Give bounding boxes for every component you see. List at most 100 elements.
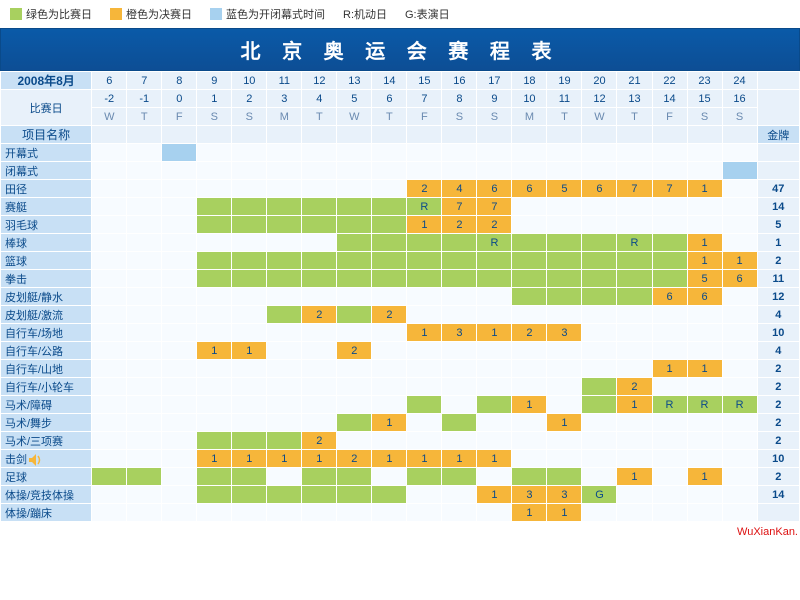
header-rel-9: 7 <box>407 90 442 108</box>
cell-18-11 <box>477 468 512 486</box>
header-date-10: 10 <box>232 72 267 90</box>
cell-13-0 <box>92 378 127 396</box>
cell-12-7 <box>337 360 372 378</box>
cell-11-17 <box>687 342 722 360</box>
cell-0-16 <box>652 144 687 162</box>
row-label-9: 皮划艇/激流 <box>1 306 92 324</box>
cell-20-11 <box>477 504 512 522</box>
header-rel-16: 14 <box>652 90 687 108</box>
cell-20-4 <box>232 504 267 522</box>
cell-17-15 <box>617 450 652 468</box>
cell-11-7: 2 <box>337 342 372 360</box>
cell-6-13 <box>547 252 582 270</box>
cell-14-1 <box>127 396 162 414</box>
cell-17-5: 1 <box>267 450 302 468</box>
cell-20-6 <box>302 504 337 522</box>
cell-3-14 <box>582 198 617 216</box>
cell-5-8 <box>372 234 407 252</box>
row-label-15: 马术/舞步 <box>1 414 92 432</box>
row-label-8: 皮划艇/静水 <box>1 288 92 306</box>
cell-19-13: 3 <box>547 486 582 504</box>
cell-19-7 <box>337 486 372 504</box>
header-rel-2: 0 <box>162 90 197 108</box>
cell-13-11 <box>477 378 512 396</box>
cell-5-4 <box>232 234 267 252</box>
cell-0-13 <box>547 144 582 162</box>
cell-8-14 <box>582 288 617 306</box>
watermark: WuXianKan. <box>737 526 798 538</box>
cell-0-6 <box>302 144 337 162</box>
header-date-12: 12 <box>302 72 337 90</box>
cell-7-15 <box>617 270 652 288</box>
cell-1-4 <box>232 162 267 180</box>
cell-10-2 <box>162 324 197 342</box>
cell-15-17 <box>687 414 722 432</box>
cell-7-0 <box>92 270 127 288</box>
legend: 绿色为比赛日 橙色为决赛日 蓝色为开闭幕式时间 R:机动日 G:表演日 <box>0 0 800 28</box>
cell-7-2 <box>162 270 197 288</box>
cell-11-2 <box>162 342 197 360</box>
cell-19-9 <box>407 486 442 504</box>
header-dow-4: S <box>232 108 267 126</box>
header-dow-12: M <box>512 108 547 126</box>
cell-9-4 <box>232 306 267 324</box>
cell-18-16 <box>652 468 687 486</box>
cell-1-0 <box>92 162 127 180</box>
header-dow-14: W <box>582 108 617 126</box>
medals-0 <box>757 144 799 162</box>
row-label-16: 马术/三项赛 <box>1 432 92 450</box>
cell-15-0 <box>92 414 127 432</box>
cell-3-12 <box>512 198 547 216</box>
cell-2-14: 6 <box>582 180 617 198</box>
cell-14-4 <box>232 396 267 414</box>
cell-10-3 <box>197 324 232 342</box>
cell-11-12 <box>512 342 547 360</box>
cell-11-8 <box>372 342 407 360</box>
cell-2-1 <box>127 180 162 198</box>
cell-20-1 <box>127 504 162 522</box>
cell-7-8 <box>372 270 407 288</box>
cell-2-3 <box>197 180 232 198</box>
cell-10-10: 3 <box>442 324 477 342</box>
cell-9-3 <box>197 306 232 324</box>
cell-9-7 <box>337 306 372 324</box>
cell-19-16 <box>652 486 687 504</box>
cell-11-4: 1 <box>232 342 267 360</box>
cell-5-18 <box>722 234 757 252</box>
cell-4-17 <box>687 216 722 234</box>
header-date-23: 23 <box>687 72 722 90</box>
medals-17: 10 <box>757 450 799 468</box>
cell-7-3 <box>197 270 232 288</box>
header-rel-6: 4 <box>302 90 337 108</box>
cell-5-17: 1 <box>687 234 722 252</box>
cell-8-16: 6 <box>652 288 687 306</box>
header-rel-17: 15 <box>687 90 722 108</box>
cell-13-7 <box>337 378 372 396</box>
cell-6-16 <box>652 252 687 270</box>
header-date-18: 18 <box>512 72 547 90</box>
cell-14-3 <box>197 396 232 414</box>
medals-3: 14 <box>757 198 799 216</box>
cell-1-2 <box>162 162 197 180</box>
cell-15-12 <box>512 414 547 432</box>
legend-g: G:表演日 <box>405 6 450 22</box>
cell-14-14 <box>582 396 617 414</box>
legend-blue: 蓝色为开闭幕式时间 <box>226 6 325 22</box>
cell-0-3 <box>197 144 232 162</box>
cell-19-12: 3 <box>512 486 547 504</box>
cell-5-1 <box>127 234 162 252</box>
cell-16-14 <box>582 432 617 450</box>
cell-0-5 <box>267 144 302 162</box>
cell-1-3 <box>197 162 232 180</box>
cell-17-8: 1 <box>372 450 407 468</box>
header-rel-14: 12 <box>582 90 617 108</box>
header-blank <box>757 72 799 90</box>
header-dow-16: F <box>652 108 687 126</box>
cell-17-3: 1 <box>197 450 232 468</box>
cell-1-8 <box>372 162 407 180</box>
cell-13-17 <box>687 378 722 396</box>
cell-3-6 <box>302 198 337 216</box>
cell-10-4 <box>232 324 267 342</box>
header-dow-2: F <box>162 108 197 126</box>
cell-15-1 <box>127 414 162 432</box>
